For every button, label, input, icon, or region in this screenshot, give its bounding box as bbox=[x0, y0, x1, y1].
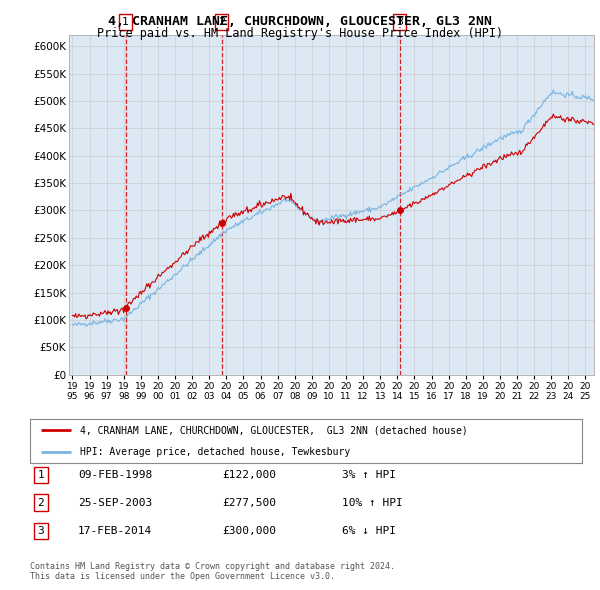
Text: Price paid vs. HM Land Registry's House Price Index (HPI): Price paid vs. HM Land Registry's House … bbox=[97, 27, 503, 40]
Text: 1: 1 bbox=[37, 470, 44, 480]
Text: 09-FEB-1998: 09-FEB-1998 bbox=[78, 470, 152, 480]
Text: 10% ↑ HPI: 10% ↑ HPI bbox=[342, 498, 403, 507]
Text: This data is licensed under the Open Government Licence v3.0.: This data is licensed under the Open Gov… bbox=[30, 572, 335, 581]
Text: 2: 2 bbox=[218, 17, 225, 27]
Text: 4, CRANHAM LANE, CHURCHDOWN, GLOUCESTER, GL3 2NN: 4, CRANHAM LANE, CHURCHDOWN, GLOUCESTER,… bbox=[108, 15, 492, 28]
Text: 2: 2 bbox=[37, 498, 44, 507]
Text: Contains HM Land Registry data © Crown copyright and database right 2024.: Contains HM Land Registry data © Crown c… bbox=[30, 562, 395, 571]
Text: £122,000: £122,000 bbox=[222, 470, 276, 480]
Text: £300,000: £300,000 bbox=[222, 526, 276, 536]
Text: 6% ↓ HPI: 6% ↓ HPI bbox=[342, 526, 396, 536]
Text: 3: 3 bbox=[396, 17, 403, 27]
Text: 3% ↑ HPI: 3% ↑ HPI bbox=[342, 470, 396, 480]
Text: 1: 1 bbox=[122, 17, 129, 27]
Text: 25-SEP-2003: 25-SEP-2003 bbox=[78, 498, 152, 507]
Text: 3: 3 bbox=[37, 526, 44, 536]
Text: 17-FEB-2014: 17-FEB-2014 bbox=[78, 526, 152, 536]
Text: HPI: Average price, detached house, Tewkesbury: HPI: Average price, detached house, Tewk… bbox=[80, 447, 350, 457]
Text: 4, CRANHAM LANE, CHURCHDOWN, GLOUCESTER,  GL3 2NN (detached house): 4, CRANHAM LANE, CHURCHDOWN, GLOUCESTER,… bbox=[80, 425, 467, 435]
Text: £277,500: £277,500 bbox=[222, 498, 276, 507]
